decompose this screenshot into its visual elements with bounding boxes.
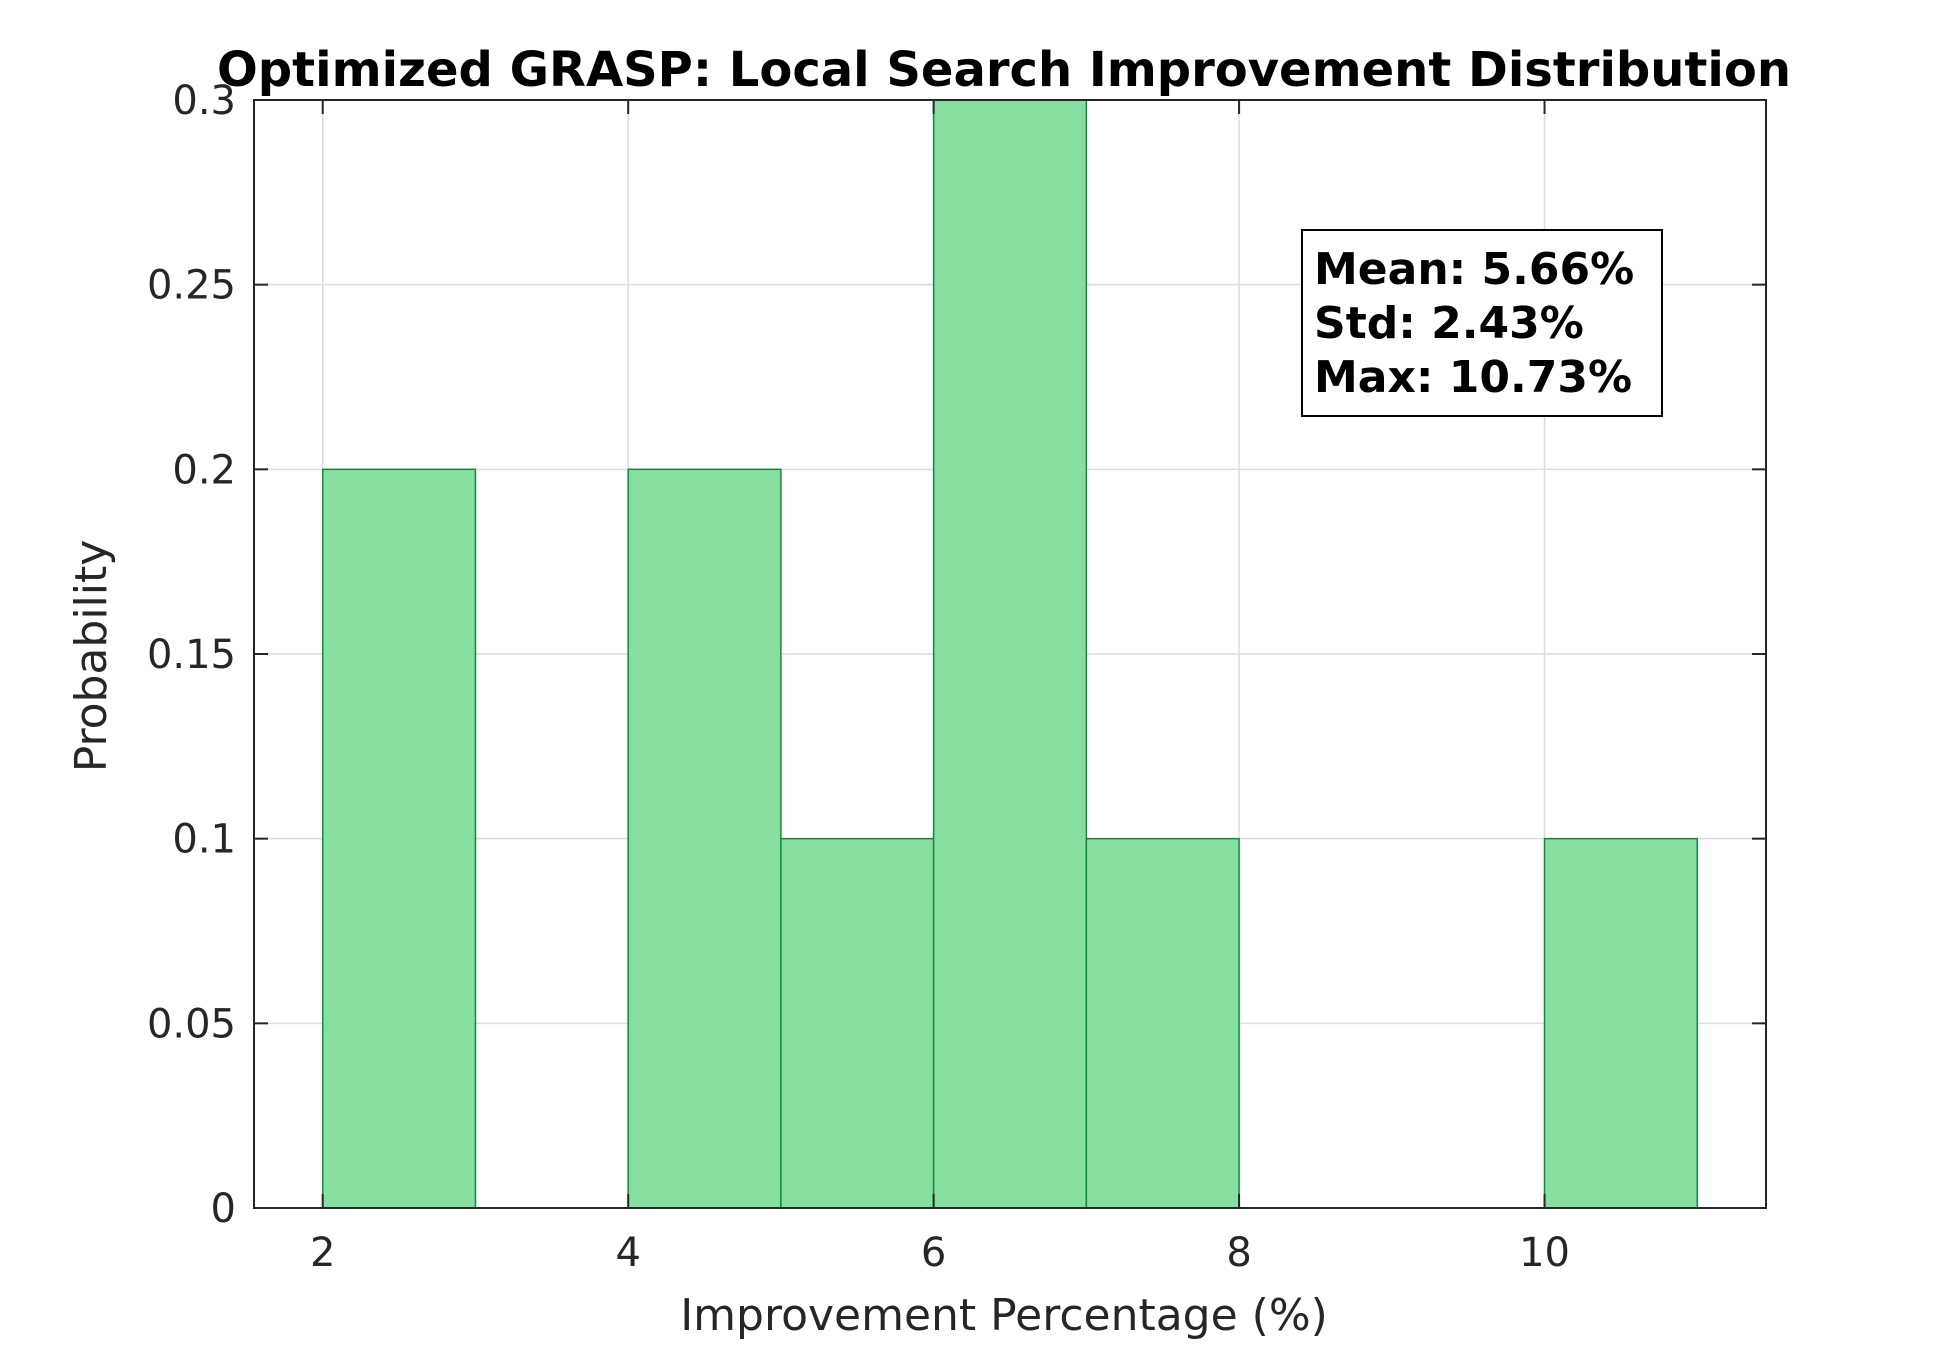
y-tick-label: 0.3 [172, 78, 236, 124]
histogram-bar [321, 468, 477, 1209]
y-tick-label: 0.15 [147, 632, 236, 678]
y-tick-label: 0.25 [147, 263, 236, 309]
histogram-bar [780, 837, 935, 1209]
histogram-bars [321, 99, 1699, 1209]
axis-ticks: 2 4 6 8 10 0 0.05 0.1 0.15 0.2 0.25 0.3 [147, 78, 1766, 1276]
y-axis-label: Probability [66, 540, 117, 773]
stats-box-border [1301, 229, 1663, 417]
y-tick-label: 0 [211, 1186, 236, 1232]
stats-mean: Mean: 5.66% [1314, 244, 1634, 295]
x-tick-label: 8 [1226, 1230, 1251, 1276]
chart-title: Optimized GRASP: Local Search Improvemen… [217, 42, 1791, 98]
y-tick-label: 0.1 [172, 817, 236, 863]
x-axis-label: Improvement Percentage (%) [680, 1290, 1328, 1341]
histogram-bar [1085, 837, 1240, 1209]
histogram-bar [627, 468, 782, 1209]
x-tick-label: 4 [615, 1230, 640, 1276]
x-tick-label: 6 [921, 1230, 946, 1276]
stats-max: Max: 10.73% [1314, 352, 1632, 403]
x-tick-label: 2 [310, 1230, 335, 1276]
x-tick-label: 10 [1519, 1230, 1570, 1276]
stats-annotation-box: Mean: 5.66% Std: 2.43% Max: 10.73% [1301, 229, 1663, 417]
histogram-bar [932, 99, 1088, 1209]
y-tick-label: 0.2 [172, 447, 236, 493]
histogram-bar [1543, 837, 1699, 1209]
y-tick-label: 0.05 [147, 1001, 236, 1047]
stats-std: Std: 2.43% [1314, 298, 1584, 349]
